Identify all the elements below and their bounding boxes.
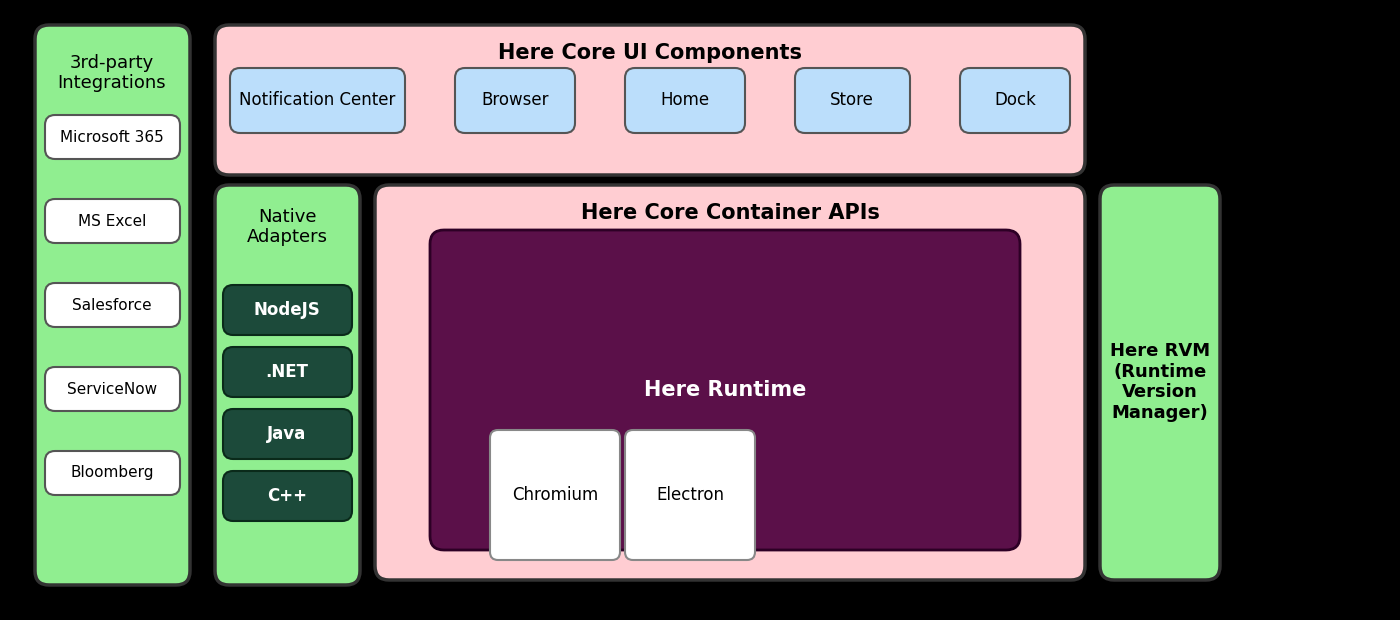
FancyBboxPatch shape [35,25,190,585]
FancyBboxPatch shape [624,68,745,133]
FancyBboxPatch shape [223,409,351,459]
FancyBboxPatch shape [223,347,351,397]
FancyBboxPatch shape [45,283,181,327]
FancyBboxPatch shape [1100,185,1219,580]
Text: Native
Adapters: Native Adapters [246,208,328,246]
Text: Here Core Container APIs: Here Core Container APIs [581,203,879,223]
Text: Bloomberg: Bloomberg [70,466,154,480]
Text: Here Core UI Components: Here Core UI Components [498,43,802,63]
Text: Here RVM
(Runtime
Version
Manager): Here RVM (Runtime Version Manager) [1110,342,1210,422]
Text: .NET: .NET [266,363,308,381]
Text: 3rd-party
Integrations: 3rd-party Integrations [57,53,167,92]
Text: Home: Home [661,91,710,109]
Text: Notification Center: Notification Center [239,91,395,109]
FancyBboxPatch shape [45,199,181,243]
FancyBboxPatch shape [795,68,910,133]
Text: Microsoft 365: Microsoft 365 [60,130,164,144]
Text: Browser: Browser [482,91,549,109]
Text: Dock: Dock [994,91,1036,109]
Text: C++: C++ [267,487,307,505]
Text: Java: Java [267,425,307,443]
Text: Here Runtime: Here Runtime [644,380,806,400]
Text: Salesforce: Salesforce [73,298,151,312]
Text: MS Excel: MS Excel [78,213,146,229]
FancyBboxPatch shape [45,451,181,495]
FancyBboxPatch shape [375,185,1085,580]
FancyBboxPatch shape [624,430,755,560]
Text: ServiceNow: ServiceNow [67,381,157,397]
FancyBboxPatch shape [45,115,181,159]
FancyBboxPatch shape [430,230,1021,550]
FancyBboxPatch shape [223,471,351,521]
FancyBboxPatch shape [230,68,405,133]
Text: Electron: Electron [657,486,724,504]
FancyBboxPatch shape [45,367,181,411]
Text: NodeJS: NodeJS [253,301,321,319]
FancyBboxPatch shape [216,25,1085,175]
FancyBboxPatch shape [960,68,1070,133]
FancyBboxPatch shape [216,185,360,585]
FancyBboxPatch shape [490,430,620,560]
FancyBboxPatch shape [223,285,351,335]
FancyBboxPatch shape [455,68,575,133]
Text: Store: Store [830,91,874,109]
Text: Chromium: Chromium [512,486,598,504]
